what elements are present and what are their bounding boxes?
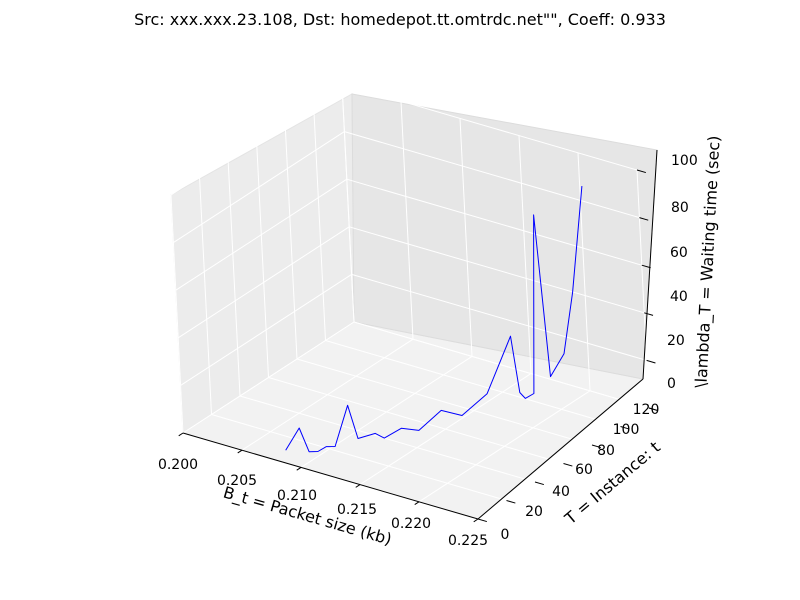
z-tick	[636, 169, 646, 174]
y-tick-label: 0	[501, 527, 510, 543]
z-tick-label: 80	[671, 200, 689, 216]
x-tick	[178, 432, 184, 437]
x-tick-label: 0.210	[277, 488, 317, 504]
x-tick-label: 0.205	[217, 473, 257, 489]
z-tick	[644, 312, 654, 316]
z-tick-label: 60	[670, 245, 688, 261]
gridline	[353, 321, 650, 409]
x-tick	[237, 449, 243, 454]
y-tick	[591, 444, 601, 449]
y-tick	[534, 481, 544, 486]
gridline	[400, 101, 414, 340]
gridline	[577, 152, 591, 391]
z-tick	[646, 359, 656, 364]
y-tick-label: 80	[597, 443, 615, 459]
gridline	[284, 120, 298, 360]
gridline	[211, 414, 507, 501]
tick-marks	[178, 169, 658, 523]
series-line	[285, 186, 583, 453]
y-tick	[620, 426, 630, 430]
z-tick	[648, 407, 658, 412]
x-tick-label: 0.225	[448, 533, 488, 549]
gridline	[256, 139, 269, 378]
gridline	[182, 321, 355, 434]
gridline	[170, 194, 184, 434]
gridline	[341, 83, 638, 171]
y-axis-line	[477, 378, 644, 520]
y-tick	[506, 500, 516, 504]
gridline	[313, 102, 326, 341]
gridline	[227, 157, 241, 397]
z-tick-label: 40	[670, 289, 688, 305]
gridline	[346, 178, 642, 266]
gridline	[351, 273, 647, 361]
y-tick-labels: 0 20 40 60 80 100 120	[501, 402, 660, 543]
y-tick-label: 100	[613, 422, 640, 438]
gridline	[341, 83, 355, 323]
z-tick-label: 100	[671, 153, 698, 169]
x-tick	[414, 501, 420, 505]
chart-title: Src: xxx.xxx.23.108, Dst: homedepot.tt.o…	[134, 10, 666, 29]
x-tick-label: 0.215	[337, 502, 377, 518]
gridline	[268, 377, 564, 464]
x-axis-line	[182, 432, 479, 520]
z-tick-label: 0	[667, 376, 676, 392]
x-tick-label: 0.220	[391, 516, 431, 532]
y-tick-label: 40	[552, 484, 570, 500]
x-tick-labels: 0.200 0.205 0.210 0.215 0.220 0.225	[158, 457, 488, 549]
y-tick	[477, 518, 487, 523]
gridline	[175, 178, 348, 291]
gridline	[173, 131, 345, 244]
x-tick-label: 0.200	[158, 457, 198, 473]
gridline	[296, 358, 593, 446]
y-tick-label: 60	[575, 462, 593, 478]
gridline	[349, 226, 645, 314]
gridline	[170, 83, 343, 196]
gridline	[636, 169, 650, 409]
z-axis-line	[642, 149, 658, 380]
z-axis-label: \lambda_T = Waiting time (sec)	[691, 135, 724, 388]
z-tick	[639, 217, 649, 221]
gridline	[518, 135, 532, 374]
x-tick	[473, 518, 479, 523]
x-tick	[355, 484, 361, 488]
gridline	[325, 340, 621, 427]
gridline	[199, 176, 212, 415]
gridlines	[170, 83, 650, 520]
z-tick	[641, 264, 651, 269]
gridline	[239, 395, 536, 483]
z-tick-labels: 0 20 40 60 80 100	[667, 153, 698, 392]
gridline	[459, 118, 473, 357]
gridline	[344, 131, 640, 219]
y-tick	[563, 463, 573, 467]
z-tick-label: 20	[667, 333, 685, 349]
x-tick	[296, 466, 302, 471]
y-tick-label: 20	[525, 504, 543, 520]
gridline	[180, 273, 352, 386]
y-tick-label: 120	[633, 402, 660, 418]
gridline	[177, 226, 350, 339]
